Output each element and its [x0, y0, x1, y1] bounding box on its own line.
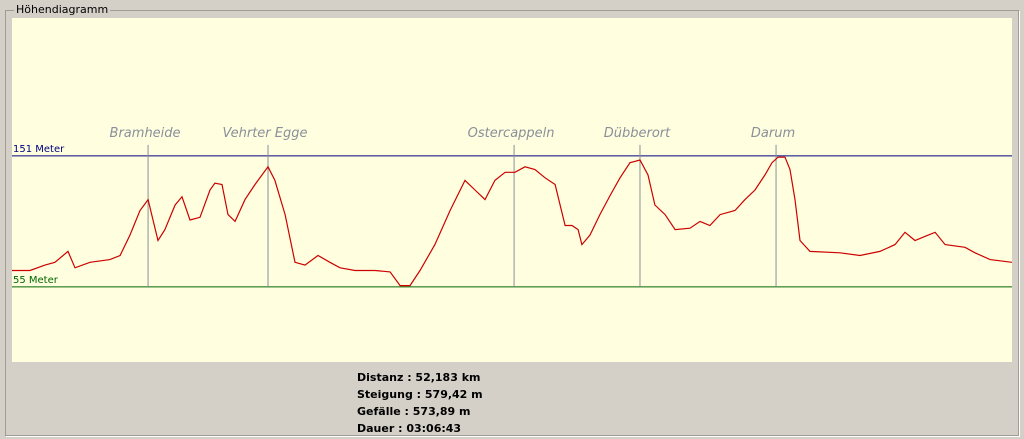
reference-label: 151 Meter	[13, 144, 65, 155]
elevation-line	[12, 156, 1012, 287]
stat-line: Dauer : 03:06:43	[357, 422, 462, 435]
place-label: Ostercappeln	[468, 126, 555, 141]
place-label: Dübberort	[604, 126, 671, 141]
stat-line: Steigung : 579,42 m	[357, 388, 483, 401]
group-box	[5, 10, 1019, 436]
plot-area	[12, 18, 1012, 362]
place-label: Vehrter Egge	[223, 126, 308, 141]
group-title: Höhendiagramm	[14, 3, 111, 16]
chart: 151 Meter 55 Meter Bramheide Vehrter Egge Os…	[12, 18, 1012, 362]
stat-line: Gefälle : 573,89 m	[357, 405, 471, 418]
place-label: Bramheide	[110, 126, 181, 141]
place-label: Darum	[751, 126, 795, 141]
reference-label: 55 Meter	[13, 275, 59, 286]
stat-line: Distanz : 52,183 km	[357, 371, 481, 384]
stats: Distanz : 52,183 km Steigung : 579,42 m Ge…	[357, 369, 483, 437]
